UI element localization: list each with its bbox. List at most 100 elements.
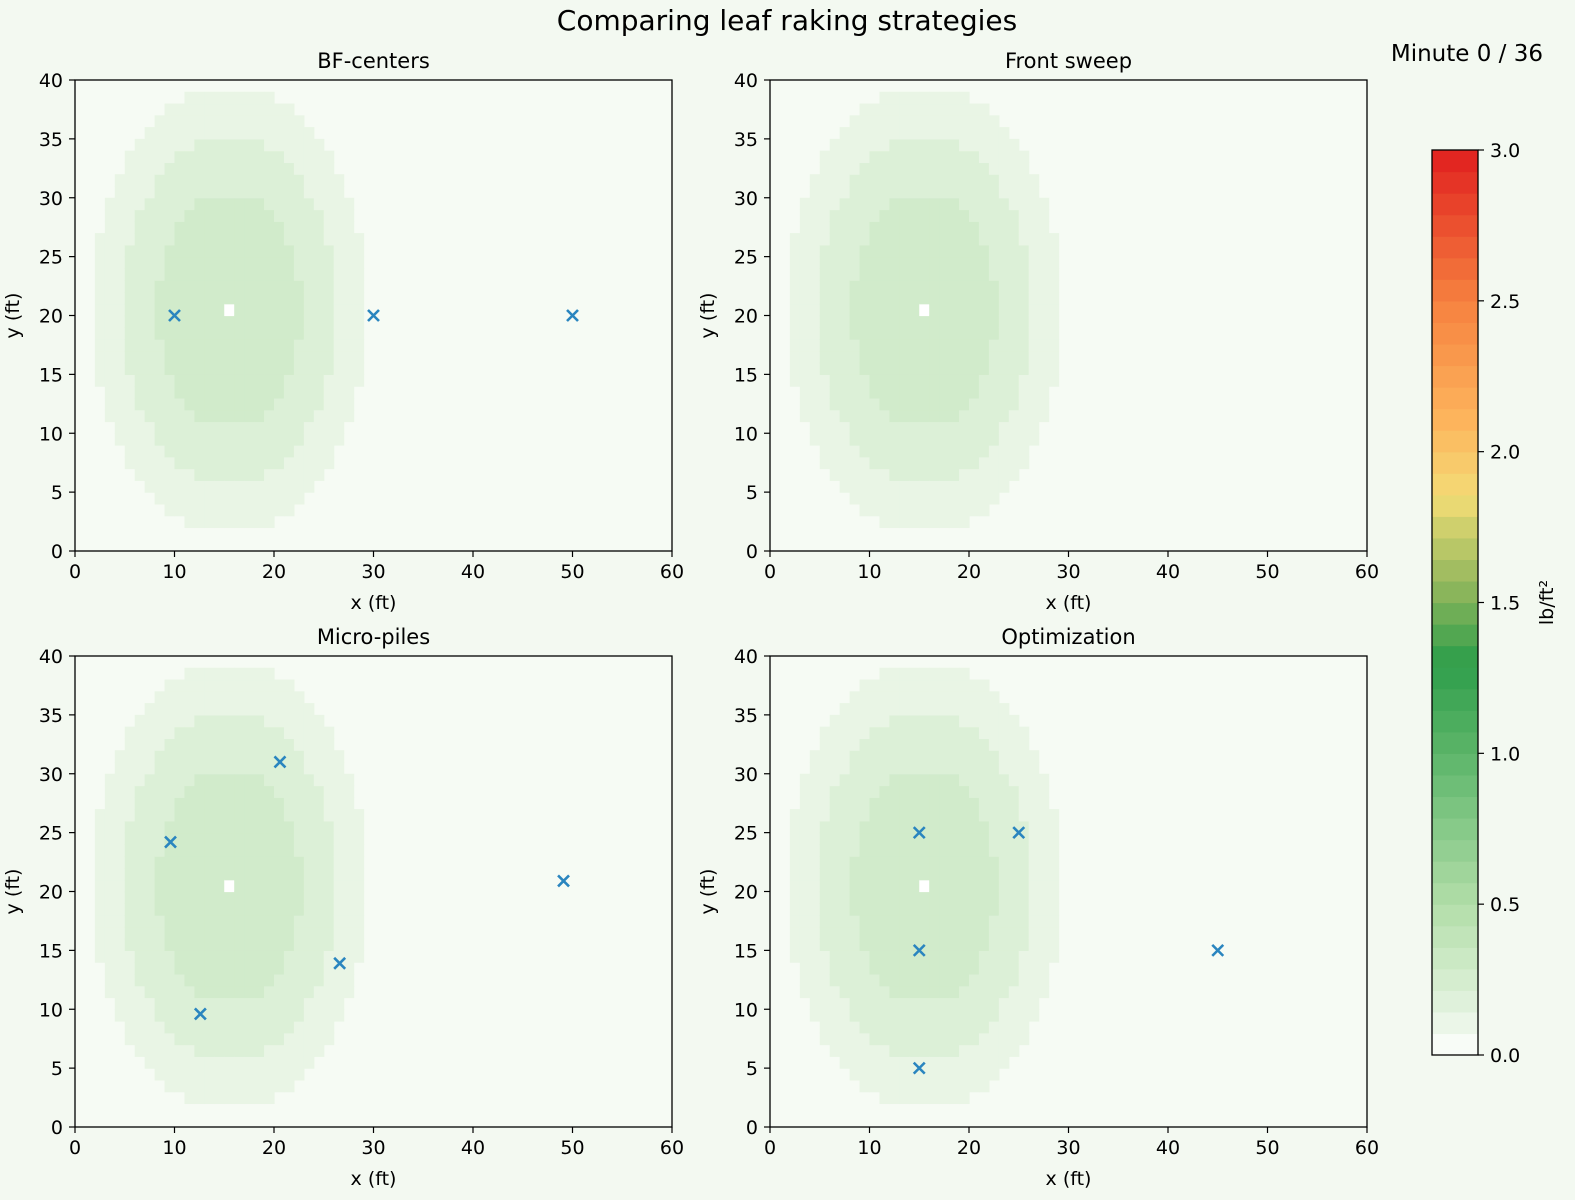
heatmap-cell xyxy=(164,915,176,928)
heatmap-cell xyxy=(323,185,335,199)
heatmap-cell xyxy=(969,679,980,692)
heatmap-cell xyxy=(224,714,235,728)
heatmap-cell xyxy=(124,315,136,328)
heatmap-cell xyxy=(889,445,900,458)
heatmap-cell xyxy=(254,433,265,446)
heatmap-cell xyxy=(889,867,900,881)
heatmap-cell xyxy=(343,820,355,834)
heatmap-cell xyxy=(829,997,841,1010)
heatmap-cell xyxy=(1018,445,1030,458)
heatmap-cell xyxy=(224,891,235,904)
heatmap-cell xyxy=(839,150,851,164)
heatmap-cell xyxy=(283,691,295,704)
heatmap-cell xyxy=(154,386,166,399)
heatmap-cell xyxy=(1008,174,1020,187)
heatmap-cell xyxy=(909,703,920,716)
heatmap-cell xyxy=(313,280,325,293)
heatmap-cell xyxy=(353,926,365,940)
heatmap-cell xyxy=(283,303,295,317)
heatmap-cell xyxy=(988,162,1000,175)
heatmap-cell xyxy=(244,726,255,740)
heatmap-cell xyxy=(859,891,871,904)
heatmap-cell xyxy=(889,362,900,375)
heatmap-cell xyxy=(224,1032,235,1046)
heatmap-cell xyxy=(1018,374,1030,387)
heatmap-cell xyxy=(134,221,146,234)
heatmap-cell xyxy=(919,280,930,293)
heatmap-cell xyxy=(244,456,255,470)
heatmap-cell xyxy=(939,103,950,116)
heatmap-cell xyxy=(998,244,1010,258)
heatmap-cell xyxy=(303,233,315,246)
heatmap-cell xyxy=(829,386,841,399)
heatmap-cell xyxy=(809,280,821,293)
heatmap-cell xyxy=(869,103,881,116)
heatmap-cell xyxy=(789,244,801,258)
heatmap-cell xyxy=(849,339,861,352)
heatmap-cell xyxy=(879,233,890,246)
heatmap-cell xyxy=(909,174,920,187)
colorbar-band xyxy=(1432,904,1478,927)
heatmap-cell xyxy=(343,879,355,893)
heatmap-cell xyxy=(889,1068,900,1081)
heatmap-cell xyxy=(194,350,205,364)
heatmap-cell xyxy=(224,127,235,140)
heatmap-cell xyxy=(959,350,970,364)
heatmap-cell xyxy=(283,221,295,234)
heatmap-cell xyxy=(353,938,365,951)
heatmap-cell xyxy=(264,492,275,505)
heatmap-cell xyxy=(1018,291,1030,305)
heatmap-cell xyxy=(174,1021,186,1034)
heatmap-cell xyxy=(204,726,215,740)
heatmap-cell xyxy=(969,903,980,916)
heatmap-cell xyxy=(839,185,851,199)
heatmap-cell xyxy=(899,362,910,375)
heatmap-cell xyxy=(254,1009,265,1022)
heatmap-cell xyxy=(819,315,831,328)
heatmap-cell xyxy=(154,150,166,164)
heatmap-cell xyxy=(114,256,126,269)
heatmap-cell xyxy=(998,915,1010,928)
heatmap-cell xyxy=(104,233,116,246)
heatmap-cell xyxy=(919,926,930,940)
heatmap-cell xyxy=(1028,397,1040,411)
heatmap-cell xyxy=(254,468,265,481)
y-tick-label: 40 xyxy=(39,646,63,668)
heatmap-cell xyxy=(194,691,205,704)
heatmap-cell xyxy=(234,268,245,281)
y-tick-label: 25 xyxy=(39,823,63,845)
heatmap-cell xyxy=(809,973,821,987)
heatmap-cell xyxy=(114,409,126,423)
heatmap-cell xyxy=(353,867,365,881)
heatmap-cell xyxy=(264,327,275,340)
heatmap-cell xyxy=(929,761,940,775)
heatmap-cell xyxy=(939,256,950,269)
heatmap-cell xyxy=(859,903,871,916)
heatmap-cell xyxy=(264,1021,275,1034)
heatmap-cell xyxy=(164,691,176,704)
heatmap-cell xyxy=(1018,350,1030,364)
heatmap-cell xyxy=(859,973,871,987)
heatmap-cell xyxy=(978,280,990,293)
heatmap-cell xyxy=(919,738,930,751)
heatmap-cell xyxy=(104,926,116,940)
heatmap-cell xyxy=(809,291,821,305)
heatmap-cell xyxy=(909,679,920,692)
heatmap-cell xyxy=(164,1009,176,1022)
heatmap-cell xyxy=(839,268,851,281)
heatmap-cell xyxy=(293,397,305,411)
heatmap-cell xyxy=(303,962,315,975)
heatmap-cell xyxy=(919,315,930,328)
heatmap-cell xyxy=(274,280,285,293)
heatmap-cell xyxy=(244,844,255,857)
heatmap-cell xyxy=(184,773,195,787)
heatmap-cell xyxy=(254,138,265,152)
heatmap-cell xyxy=(988,1009,1000,1022)
heatmap-cell xyxy=(978,303,990,317)
heatmap-cell xyxy=(134,1032,146,1046)
heatmap-cell xyxy=(114,750,126,763)
heatmap-cell xyxy=(869,809,881,822)
heatmap-cell xyxy=(244,127,255,140)
heatmap-cell xyxy=(929,127,940,140)
heatmap-cell xyxy=(809,256,821,269)
